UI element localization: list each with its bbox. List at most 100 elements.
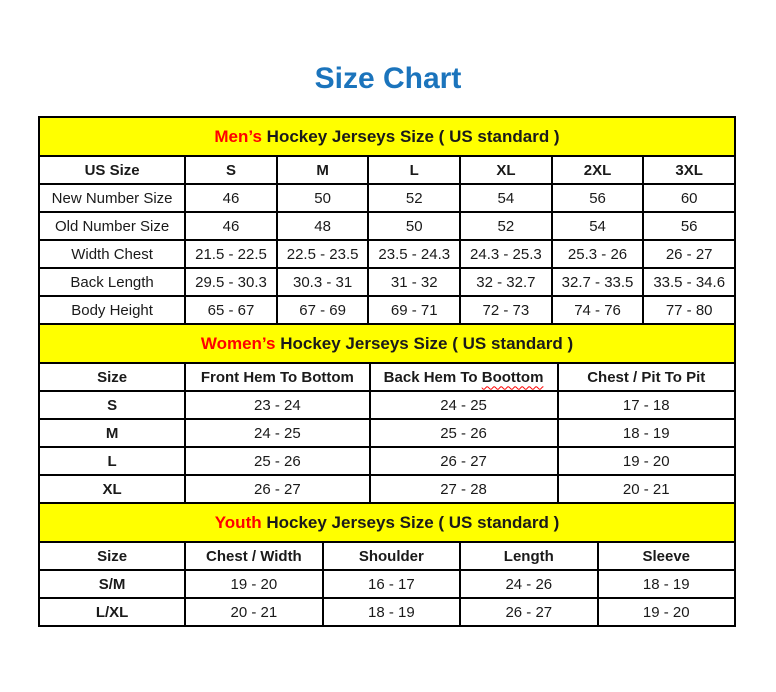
row-label: S/M bbox=[37, 569, 187, 599]
table-cell: 25 - 26 bbox=[368, 418, 559, 448]
table-cell: 31 - 32 bbox=[367, 267, 462, 297]
table-cell: 17 - 18 bbox=[556, 390, 736, 420]
table-row: XL 26 - 27 27 - 28 20 - 21 bbox=[37, 474, 736, 504]
table-cell: 24 - 26 bbox=[459, 569, 599, 599]
table-cell: 54 bbox=[459, 183, 553, 213]
table-cell: 24.3 - 25.3 bbox=[459, 239, 553, 269]
table-header-row: Size Front Hem To Bottom Back Hem To Boo… bbox=[37, 362, 736, 392]
row-label: L bbox=[37, 446, 187, 476]
row-label: Old Number Size bbox=[37, 211, 187, 241]
back-hem-misspelled-word: Boottom bbox=[481, 368, 544, 386]
table-cell: 33.5 - 34.6 bbox=[642, 267, 736, 297]
womens-table-title: Women’s Hockey Jerseys Size ( US standar… bbox=[38, 323, 736, 364]
table-row: Old Number Size 46 48 50 52 54 56 bbox=[37, 211, 736, 241]
row-label: M bbox=[37, 418, 187, 448]
column-header: Chest / Pit To Pit bbox=[556, 362, 736, 392]
mens-title-accent: Men’s bbox=[214, 127, 262, 146]
row-label: Body Height bbox=[37, 295, 187, 325]
column-header: US Size bbox=[37, 155, 187, 185]
table-cell: 56 bbox=[642, 211, 736, 241]
column-header: Front Hem To Bottom bbox=[184, 362, 371, 392]
column-header: Chest / Width bbox=[184, 541, 324, 571]
table-cell: 23 - 24 bbox=[184, 390, 371, 420]
column-header: S bbox=[184, 155, 278, 185]
table-row: New Number Size 46 50 52 54 56 60 bbox=[37, 183, 736, 213]
table-cell: 74 - 76 bbox=[550, 295, 645, 325]
table-cell: 18 - 19 bbox=[596, 569, 737, 599]
column-header: Size bbox=[37, 362, 187, 392]
page-title: Size Chart bbox=[314, 62, 462, 95]
row-label: New Number Size bbox=[37, 183, 187, 213]
table-cell: 77 - 80 bbox=[642, 295, 736, 325]
youth-title-rest: Hockey Jerseys Size ( US standard ) bbox=[266, 513, 560, 532]
row-label: Width Chest bbox=[37, 239, 187, 269]
column-header: Sleeve bbox=[596, 541, 737, 571]
table-cell: 67 - 69 bbox=[275, 295, 370, 325]
table-cell: 22.5 - 23.5 bbox=[275, 239, 370, 269]
table-cell: 54 bbox=[550, 211, 645, 241]
mens-size-table: US Size S M L XL 2XL 3XL New Number Size… bbox=[37, 155, 736, 325]
table-cell: 32.7 - 33.5 bbox=[550, 267, 645, 297]
table-cell: 29.5 - 30.3 bbox=[184, 267, 278, 297]
table-cell: 20 - 21 bbox=[556, 474, 736, 504]
column-header: Shoulder bbox=[321, 541, 462, 571]
table-row: L/XL 20 - 21 18 - 19 26 - 27 19 - 20 bbox=[37, 597, 737, 627]
youth-size-table: Size Chest / Width Shoulder Length Sleev… bbox=[37, 541, 737, 627]
table-header-row: US Size S M L XL 2XL 3XL bbox=[37, 155, 736, 185]
table-cell: 23.5 - 24.3 bbox=[367, 239, 462, 269]
table-cell: 24 - 25 bbox=[368, 390, 559, 420]
table-cell: 26 - 27 bbox=[368, 446, 559, 476]
womens-title-rest: Hockey Jerseys Size ( US standard ) bbox=[280, 334, 574, 353]
row-label: S bbox=[37, 390, 187, 420]
table-cell: 18 - 19 bbox=[321, 597, 462, 627]
table-cell: 19 - 20 bbox=[556, 446, 736, 476]
table-cell: 69 - 71 bbox=[367, 295, 462, 325]
table-cell: 19 - 20 bbox=[184, 569, 324, 599]
column-header: Size bbox=[37, 541, 187, 571]
column-header: 3XL bbox=[642, 155, 736, 185]
mens-title-rest: Hockey Jerseys Size ( US standard ) bbox=[266, 127, 560, 146]
table-cell: 21.5 - 22.5 bbox=[184, 239, 278, 269]
table-cell: 27 - 28 bbox=[368, 474, 559, 504]
table-cell: 25.3 - 26 bbox=[550, 239, 645, 269]
table-cell: 65 - 67 bbox=[184, 295, 278, 325]
column-header: M bbox=[275, 155, 370, 185]
table-cell: 32 - 32.7 bbox=[459, 267, 553, 297]
table-cell: 26 - 27 bbox=[642, 239, 736, 269]
womens-title-accent: Women’s bbox=[200, 334, 276, 353]
back-hem-text: Back Hem To bbox=[383, 368, 478, 386]
table-cell: 50 bbox=[275, 183, 370, 213]
column-header: XL bbox=[459, 155, 553, 185]
table-row: M 24 - 25 25 - 26 18 - 19 bbox=[37, 418, 736, 448]
table-cell: 46 bbox=[184, 211, 278, 241]
table-cell: 16 - 17 bbox=[321, 569, 462, 599]
table-row: Back Length 29.5 - 30.3 30.3 - 31 31 - 3… bbox=[37, 267, 736, 297]
table-row: S/M 19 - 20 16 - 17 24 - 26 18 - 19 bbox=[37, 569, 737, 599]
table-cell: 60 bbox=[642, 183, 736, 213]
table-cell: 48 bbox=[275, 211, 370, 241]
table-cell: 56 bbox=[550, 183, 645, 213]
row-label: Back Length bbox=[37, 267, 187, 297]
table-cell: 26 - 27 bbox=[459, 597, 599, 627]
table-header-row: Size Chest / Width Shoulder Length Sleev… bbox=[37, 541, 737, 571]
table-cell: 46 bbox=[184, 183, 278, 213]
table-cell: 52 bbox=[459, 211, 553, 241]
mens-table-title: Men’s Hockey Jerseys Size ( US standard … bbox=[38, 116, 736, 157]
column-header-misspelled: Back Hem To Boottom bbox=[368, 362, 559, 392]
table-cell: 30.3 - 31 bbox=[275, 267, 370, 297]
table-row: L 25 - 26 26 - 27 19 - 20 bbox=[37, 446, 736, 476]
table-row: S 23 - 24 24 - 25 17 - 18 bbox=[37, 390, 736, 420]
table-row: Width Chest 21.5 - 22.5 22.5 - 23.5 23.5… bbox=[37, 239, 736, 269]
row-label: L/XL bbox=[37, 597, 187, 627]
table-cell: 25 - 26 bbox=[184, 446, 371, 476]
table-cell: 72 - 73 bbox=[459, 295, 553, 325]
table-cell: 52 bbox=[367, 183, 462, 213]
column-header: 2XL bbox=[550, 155, 645, 185]
table-cell: 20 - 21 bbox=[184, 597, 324, 627]
size-chart: Men’s Hockey Jerseys Size ( US standard … bbox=[37, 116, 737, 627]
column-header: Length bbox=[459, 541, 599, 571]
youth-title-accent: Youth bbox=[214, 513, 262, 532]
table-row: Body Height 65 - 67 67 - 69 69 - 71 72 -… bbox=[37, 295, 736, 325]
womens-size-table: Size Front Hem To Bottom Back Hem To Boo… bbox=[37, 362, 736, 504]
column-header: L bbox=[367, 155, 462, 185]
